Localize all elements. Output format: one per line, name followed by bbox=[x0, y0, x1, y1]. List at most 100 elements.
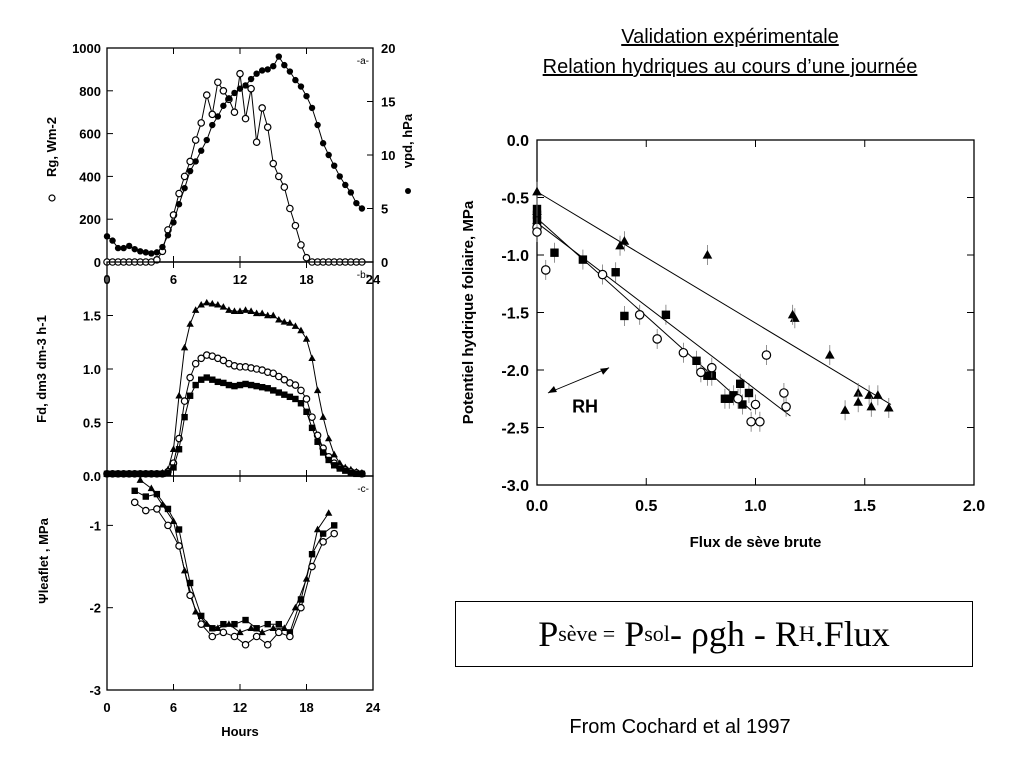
data-point bbox=[269, 624, 277, 631]
data-point bbox=[308, 104, 316, 112]
y-tick-label: -2.5 bbox=[501, 421, 529, 438]
data-point bbox=[325, 151, 332, 159]
data-point bbox=[198, 612, 205, 620]
data-point bbox=[258, 309, 266, 317]
potential-vs-flux-chart: 0.0 0.5 1.0 1.5 2.0 0.0 -0.5 -1.0 -1.5 -2.0 -2.5 -3… bbox=[460, 133, 985, 551]
data-point bbox=[274, 172, 283, 181]
data-point bbox=[225, 620, 233, 627]
data-point bbox=[324, 434, 333, 442]
data-point bbox=[252, 138, 261, 146]
data-point bbox=[208, 299, 216, 307]
data-point bbox=[263, 640, 272, 649]
data-point bbox=[308, 354, 316, 362]
data-point bbox=[314, 121, 321, 129]
data-point bbox=[308, 424, 316, 432]
data-point bbox=[358, 470, 366, 478]
y-tick-label: 0.0 bbox=[507, 133, 529, 150]
regression-line-3 bbox=[536, 222, 791, 417]
data-point bbox=[192, 381, 199, 389]
data-point bbox=[220, 620, 227, 628]
data-point bbox=[331, 522, 338, 529]
data-point bbox=[270, 62, 277, 70]
x-tick-label: 18 bbox=[299, 700, 313, 715]
data-point bbox=[241, 114, 250, 123]
data-point bbox=[319, 449, 327, 456]
data-point bbox=[720, 394, 730, 403]
data-point bbox=[131, 470, 138, 478]
data-point bbox=[214, 113, 222, 120]
data-point bbox=[824, 350, 835, 359]
y-axis-label: Fd, dm3 dm-3 h-1 bbox=[34, 315, 49, 423]
data-point bbox=[236, 628, 244, 636]
data-point bbox=[292, 76, 299, 84]
data-point bbox=[540, 265, 551, 275]
eq-end: .Flux bbox=[814, 614, 890, 654]
y-tick-label: 0 bbox=[94, 255, 101, 270]
y-tick-label: -3 bbox=[89, 683, 101, 698]
data-point bbox=[274, 628, 283, 637]
data-point bbox=[191, 607, 200, 615]
y2-tick-label: 0 bbox=[381, 255, 388, 270]
data-point bbox=[114, 244, 122, 252]
x-axis-label: Flux de sève brute bbox=[690, 534, 822, 551]
y-axis-label: Rg, Wm-2 bbox=[44, 117, 59, 177]
data-point bbox=[203, 620, 211, 627]
data-point bbox=[131, 487, 138, 495]
data-point bbox=[324, 509, 333, 516]
data-point bbox=[286, 204, 294, 213]
y-tick-label: -2 bbox=[89, 601, 101, 616]
data-point bbox=[109, 237, 116, 244]
data-point bbox=[264, 620, 271, 628]
data-point bbox=[137, 470, 144, 478]
data-point bbox=[331, 462, 338, 469]
data-point bbox=[302, 253, 311, 262]
data-point bbox=[532, 186, 542, 196]
panel-label: -a- bbox=[357, 56, 369, 67]
data-point bbox=[164, 469, 172, 476]
data-point bbox=[191, 136, 200, 144]
data-point bbox=[325, 456, 332, 464]
data-point bbox=[153, 249, 161, 256]
data-point bbox=[781, 401, 791, 412]
y-tick-label: 600 bbox=[79, 127, 101, 142]
series-line-2 bbox=[106, 55, 363, 254]
data-point bbox=[550, 248, 559, 257]
series-line-1 bbox=[107, 73, 362, 263]
legend-filled-circle bbox=[405, 188, 411, 194]
data-point bbox=[191, 359, 200, 368]
data-point bbox=[242, 82, 249, 89]
data-point bbox=[208, 632, 217, 641]
data-point bbox=[109, 470, 116, 478]
data-point bbox=[336, 173, 343, 180]
data-point bbox=[330, 450, 338, 458]
data-point bbox=[264, 311, 272, 319]
data-point bbox=[253, 382, 260, 390]
data-point bbox=[219, 356, 228, 365]
data-point bbox=[634, 309, 645, 320]
regression-line-1 bbox=[536, 191, 892, 405]
data-point bbox=[336, 465, 343, 472]
data-point bbox=[125, 242, 133, 250]
y-tick-label: 0.0 bbox=[83, 469, 101, 484]
data-point bbox=[353, 199, 360, 207]
x-tick-label: 2.0 bbox=[963, 498, 985, 515]
data-point bbox=[219, 87, 228, 95]
data-point bbox=[736, 379, 745, 388]
x-tick-label: 0 bbox=[103, 700, 110, 715]
data-point bbox=[175, 201, 183, 208]
data-point bbox=[175, 189, 183, 198]
panel-frame bbox=[106, 47, 374, 263]
data-point bbox=[297, 400, 305, 407]
eq-middle: - ρgh - R bbox=[669, 614, 799, 654]
data-point bbox=[225, 95, 233, 102]
y-tick-label: 800 bbox=[79, 84, 101, 99]
data-point bbox=[281, 391, 288, 398]
data-point bbox=[203, 374, 210, 381]
data-point bbox=[286, 319, 294, 326]
data-point bbox=[303, 92, 310, 100]
data-point bbox=[197, 119, 206, 127]
data-point bbox=[274, 372, 283, 381]
data-point bbox=[247, 307, 255, 314]
data-point bbox=[175, 446, 183, 453]
data-point bbox=[148, 470, 155, 478]
